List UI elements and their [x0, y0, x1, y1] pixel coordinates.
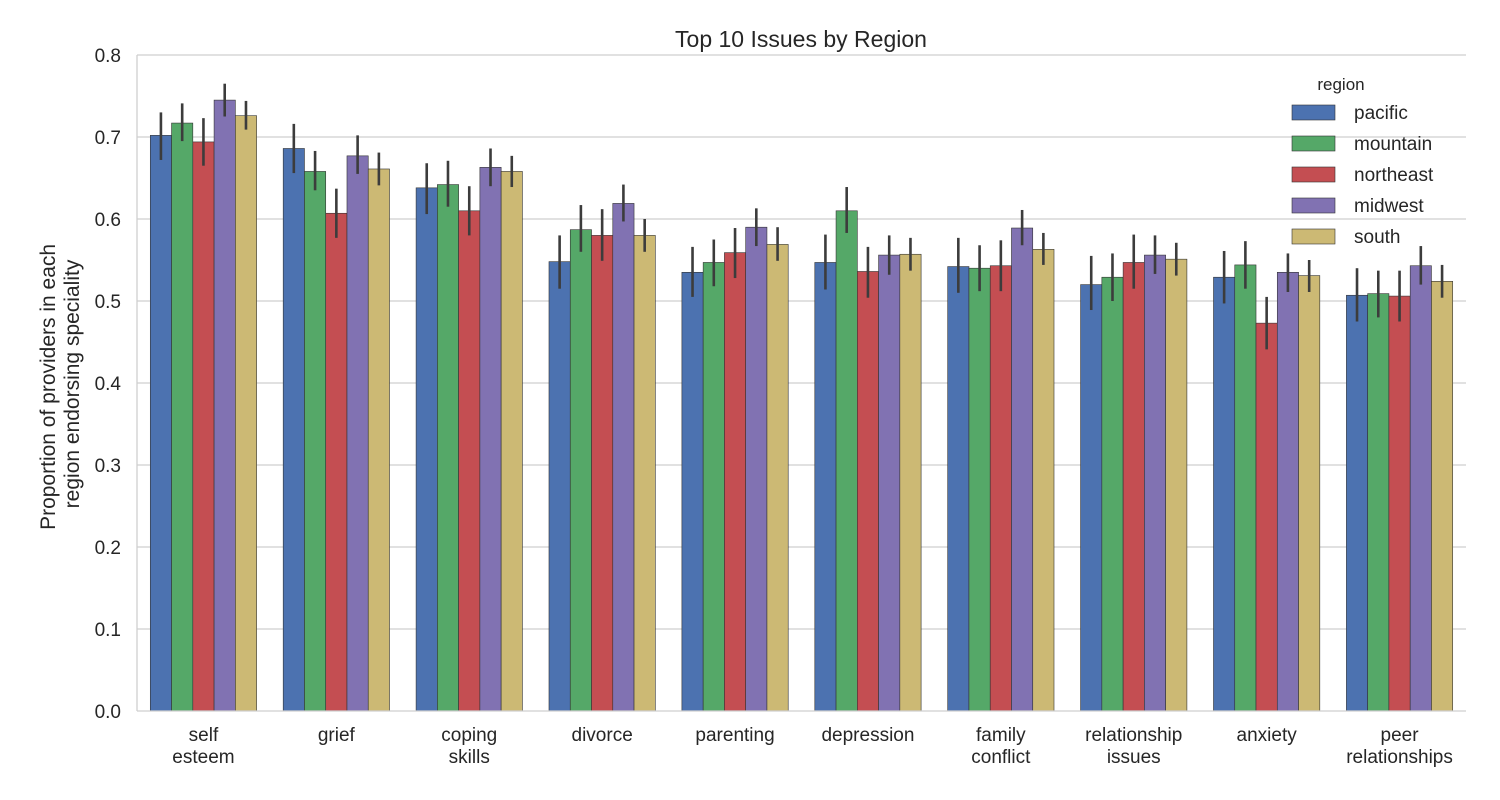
bars [149, 99, 1454, 712]
bar-pacific [415, 187, 438, 712]
bar-pacific [814, 262, 837, 712]
bar-northeast [1122, 262, 1145, 712]
bar-midwest [878, 254, 901, 712]
bar-midwest [1409, 265, 1432, 712]
y-tick-label: 0.2 [95, 538, 121, 559]
bar-mountain [968, 267, 991, 712]
legend-swatch-south [1291, 228, 1336, 245]
bar-midwest [213, 99, 236, 712]
axes [136, 55, 1466, 712]
bar-south [1298, 275, 1321, 712]
bar-south [633, 235, 656, 712]
bar-mountain [1234, 264, 1257, 712]
x-tick-labels: self esteem grief coping skills divorce parent… [172, 725, 1453, 768]
y-tick-label: 0.0 [95, 702, 121, 723]
legend-label-midwest: midwest [1354, 196, 1424, 217]
y-axis-label-line-2: region endorsing speciality [61, 259, 84, 508]
legend-label-south: south [1354, 227, 1400, 248]
y-tick-label: 0.3 [95, 456, 121, 477]
legend-swatch-mountain [1291, 135, 1336, 152]
bar-northeast [192, 141, 215, 712]
bar-mountain [702, 262, 725, 712]
bar-pacific [947, 266, 970, 712]
y-tick-label: 0.4 [95, 374, 122, 395]
bar-northeast [857, 271, 879, 712]
y-tick-label: 0.7 [95, 128, 121, 149]
bar-mountain [171, 122, 194, 712]
bar-pacific [1346, 294, 1368, 712]
bar-midwest [1144, 254, 1166, 712]
bar-midwest [346, 155, 369, 712]
x-tick-label: coping skills [441, 725, 497, 768]
legend-swatch-midwest [1291, 197, 1336, 214]
bar-northeast [1255, 322, 1278, 712]
legend-swatch-pacific [1291, 104, 1336, 121]
bar-mountain [1101, 276, 1124, 712]
chart-title: Top 10 Issues by Region [675, 26, 927, 52]
bar-south [235, 115, 257, 712]
bar-northeast [724, 252, 746, 712]
bar-midwest [612, 203, 635, 712]
bar-pacific [282, 148, 305, 712]
bar-pacific [681, 271, 704, 712]
x-tick-label: self esteem [172, 725, 234, 768]
x-tick-label: grief [318, 725, 356, 746]
y-tick-label: 0.1 [95, 620, 121, 641]
bar-pacific [548, 261, 571, 712]
x-tick-label: relationship issues [1085, 725, 1182, 768]
bar-pacific [149, 135, 172, 712]
legend-label-pacific: pacific [1354, 103, 1408, 124]
bar-south [766, 244, 789, 712]
bar-midwest [1276, 271, 1299, 712]
legend-swatch-northeast [1291, 166, 1336, 183]
legend-title: region [1317, 75, 1364, 94]
y-tick-label: 0.8 [95, 46, 121, 67]
legend-label-northeast: northeast [1354, 165, 1434, 186]
bar-mountain [835, 210, 858, 712]
bar-northeast [458, 210, 481, 712]
x-tick-label: depression [821, 725, 914, 746]
legend: region pacific mountain northeast midwest so… [1291, 75, 1434, 248]
y-tick-label: 0.5 [95, 292, 121, 313]
bar-northeast [989, 265, 1012, 712]
bar-south [899, 253, 922, 712]
bar-northeast [325, 212, 348, 712]
bar-south [1165, 258, 1188, 712]
bar-mountain [1367, 293, 1390, 712]
y-tick-labels: 0.0 0.1 0.2 0.3 0.4 0.5 0.6 0.7 0.8 [95, 46, 122, 723]
bar-mountain [304, 171, 327, 712]
bar-northeast [1388, 295, 1411, 712]
bar-midwest [1011, 227, 1034, 712]
bar-south [1032, 249, 1055, 712]
legend-label-mountain: mountain [1354, 134, 1432, 155]
x-tick-label: divorce [572, 725, 633, 746]
bar-south [500, 171, 523, 712]
bar-midwest [745, 226, 768, 712]
bar-south [367, 168, 390, 712]
x-tick-label: family conflict [971, 725, 1031, 768]
bar-pacific [1213, 276, 1236, 712]
bar-south [1431, 281, 1454, 712]
bar-midwest [479, 167, 502, 712]
x-tick-label: parenting [695, 725, 774, 746]
error-bars [159, 83, 1444, 350]
y-axis-label: Proportion of providers in each region e… [37, 238, 84, 530]
bar-pacific [1080, 284, 1103, 712]
bar-northeast [591, 235, 614, 712]
bar-mountain [569, 229, 592, 712]
bar-mountain [437, 184, 459, 712]
y-axis-label-line-1: Proportion of providers in each [37, 244, 60, 530]
y-tick-label: 0.6 [95, 210, 121, 231]
x-tick-label: anxiety [1237, 725, 1298, 746]
x-tick-label: peer relationships [1346, 725, 1453, 768]
